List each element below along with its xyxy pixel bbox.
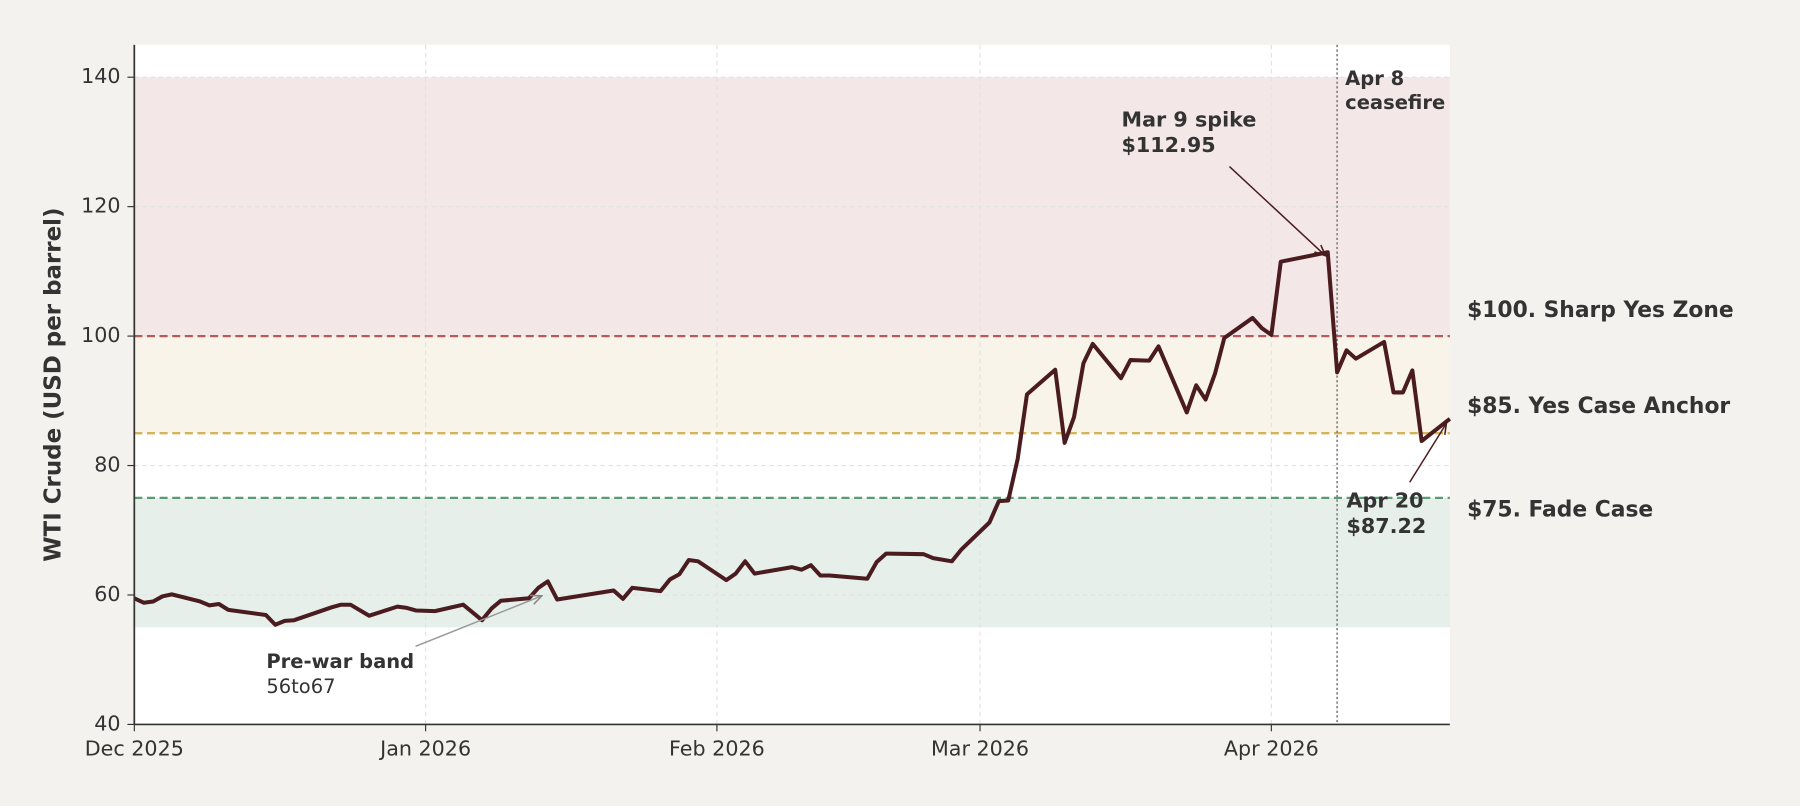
annotation: 56to67 [266, 675, 335, 698]
annotation-arrow [1409, 423, 1447, 483]
annotation-arrow [415, 596, 542, 648]
band [134, 336, 1450, 434]
reference-label: $85. Yes Case Anchor [1467, 394, 1730, 419]
y-tick-label: 40 [94, 711, 120, 735]
y-tick-label: 100 [81, 323, 120, 347]
annotation: $112.95 [1122, 133, 1216, 157]
y-tick-label: 120 [81, 194, 120, 218]
y-tick-label: 60 [94, 582, 120, 606]
y-tick-label: 140 [81, 64, 120, 88]
annotation: $87.22 [1347, 514, 1427, 538]
x-tick-label: Dec 2025 [85, 737, 184, 761]
x-tick-label: Mar 2026 [931, 737, 1029, 761]
annotation: Mar 9 spike [1122, 108, 1257, 132]
x-tick-label: Apr 2026 [1224, 737, 1319, 761]
y-axis-label: WTI Crude (USD per barrel) [40, 207, 66, 561]
vline-label: ceasefire [1345, 91, 1445, 114]
annotation: Apr 20 [1347, 489, 1424, 513]
x-tick-label: Feb 2026 [669, 737, 765, 761]
reference-label: $75. Fade Case [1467, 498, 1653, 523]
series-line [133, 250, 1452, 627]
annotation-arrow [1228, 165, 1325, 256]
reference-label: $100. Sharp Yes Zone [1467, 298, 1734, 323]
annotation: Pre-war band [266, 650, 414, 673]
x-tick-label: Jan 2026 [378, 737, 471, 761]
vline-label: Apr 8 [1345, 67, 1404, 90]
y-tick-label: 80 [94, 453, 120, 477]
